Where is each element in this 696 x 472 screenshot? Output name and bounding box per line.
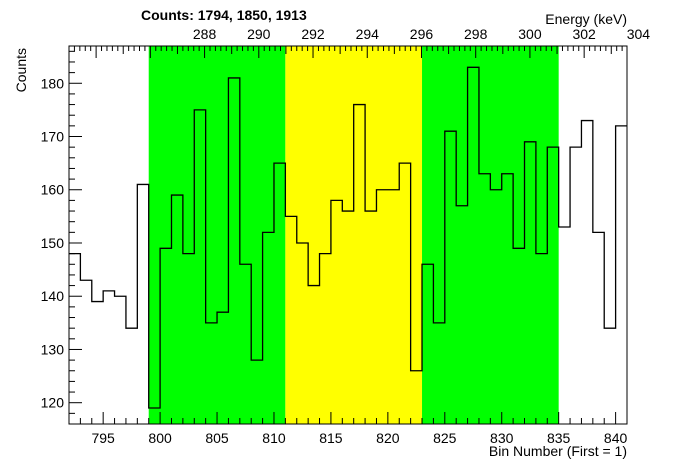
- x-tick-label: 815: [319, 430, 343, 446]
- highlight-regions: [148, 46, 559, 424]
- x-tick-label: 840: [604, 430, 628, 446]
- plot-frame: [68, 45, 628, 425]
- y-tick-label: 150: [41, 235, 65, 251]
- x-tick-label: 800: [148, 430, 172, 446]
- energy-tick-label: 294: [356, 26, 380, 42]
- histogram-line: [69, 66, 627, 409]
- energy-tick-label: 302: [572, 26, 596, 42]
- energy-tick-label: 300: [518, 26, 542, 42]
- x-axis-title: Bin Number (First = 1): [489, 443, 627, 459]
- region-2: [422, 46, 559, 424]
- x-tick-label: 820: [376, 430, 400, 446]
- x-tick-label: 810: [262, 430, 286, 446]
- x-axis: 795 800 805 810 815 820 825 830 835 840: [68, 412, 628, 446]
- y-tick-label: 120: [41, 395, 65, 411]
- y-axis: 120 130 140 150 160 170 180: [41, 50, 82, 425]
- energy-tick-label: 290: [247, 26, 271, 42]
- x-tick-label: 830: [490, 430, 514, 446]
- y-tick-label: 140: [41, 288, 65, 304]
- y-tick-label: 160: [41, 182, 65, 198]
- y-tick-label: 180: [41, 75, 65, 91]
- x-tick-label: 835: [547, 430, 571, 446]
- energy-axis: 288 290 292 294 296 298 300 302 304: [68, 26, 651, 58]
- energy-tick-label: 292: [301, 26, 325, 42]
- histogram-series: [69, 66, 627, 409]
- plot-border: [68, 45, 628, 425]
- x-tick-label: 825: [433, 430, 457, 446]
- energy-tick-label: 298: [464, 26, 488, 42]
- y-tick-label: 170: [41, 129, 65, 145]
- x-tick-label: 805: [205, 430, 229, 446]
- energy-tick-label: 288: [193, 26, 217, 42]
- energy-tick-label: 304: [627, 26, 651, 42]
- x-tick-label: 795: [91, 430, 115, 446]
- region-0: [148, 46, 286, 424]
- y-axis-title: Counts: [13, 48, 29, 92]
- chart-title: Counts: 1794, 1850, 1913: [141, 7, 307, 23]
- y-tick-label: 130: [41, 341, 65, 357]
- energy-tick-label: 296: [410, 26, 434, 42]
- energy-axis-title: Energy (keV): [545, 11, 627, 27]
- region-1: [285, 46, 423, 424]
